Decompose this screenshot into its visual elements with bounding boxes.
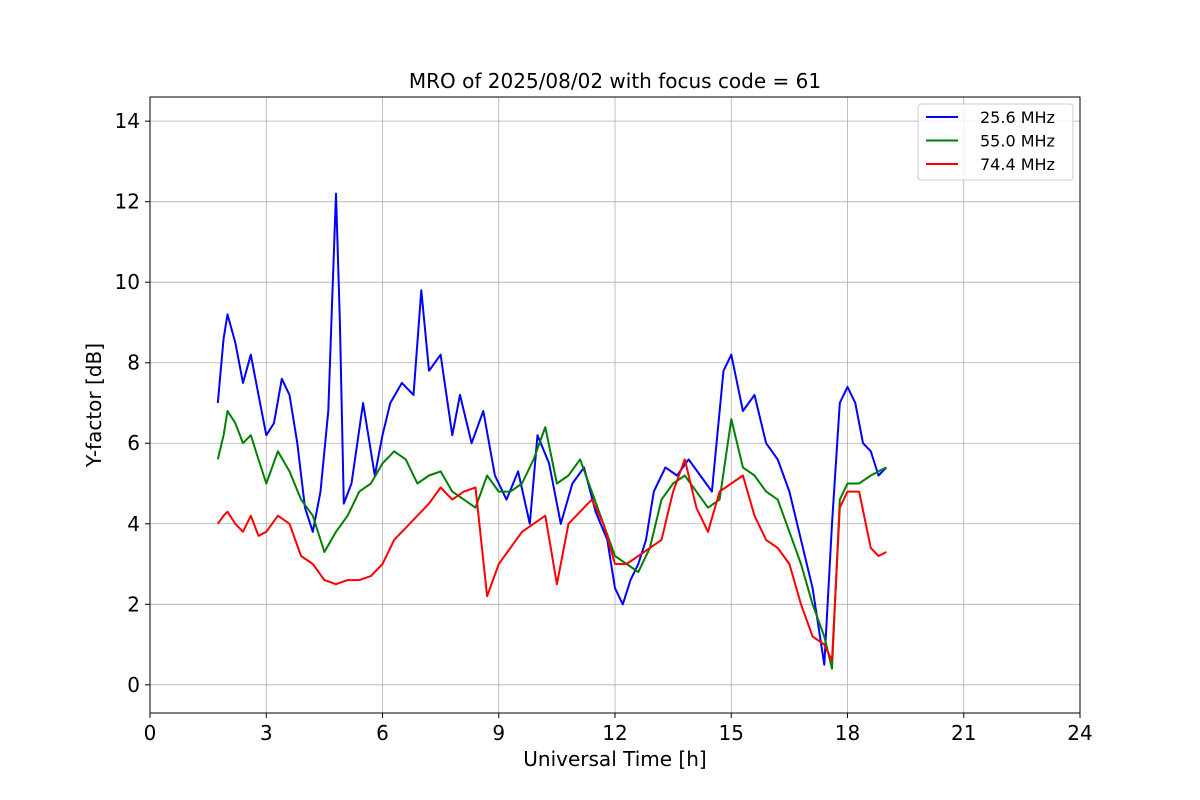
y-tick-label: 12 bbox=[115, 190, 140, 214]
legend-box bbox=[917, 103, 1074, 181]
legend-label: 25.6 MHz bbox=[980, 108, 1055, 127]
x-axis-ticks: 0 3 6 9 12 15 18 21 24 bbox=[144, 713, 1093, 745]
x-tick-label: 12 bbox=[602, 721, 627, 745]
y-axis-ticks: 0 2 4 6 8 10 12 14 bbox=[115, 109, 150, 697]
x-axis-label: Universal Time [h] bbox=[523, 747, 706, 771]
series-line-25-6-mhz bbox=[216, 192, 888, 666]
y-tick-label: 14 bbox=[115, 109, 140, 133]
x-tick-label: 15 bbox=[719, 721, 744, 745]
y-tick-label: 10 bbox=[115, 270, 140, 294]
y-tick-label: 8 bbox=[127, 351, 140, 375]
legend-label: 55.0 MHz bbox=[980, 132, 1055, 151]
plot-series bbox=[216, 192, 888, 670]
x-tick-label: 18 bbox=[835, 721, 860, 745]
y-tick-label: 0 bbox=[127, 673, 140, 697]
x-tick-label: 6 bbox=[376, 721, 389, 745]
legend-label: 74.4 MHz bbox=[980, 155, 1055, 174]
chart-title: MRO of 2025/08/02 with focus code = 61 bbox=[409, 69, 821, 93]
y-axis-label: Y-factor [dB] bbox=[82, 343, 106, 468]
series-line-55-0-mhz bbox=[216, 410, 887, 670]
x-tick-label: 0 bbox=[144, 721, 157, 745]
x-tick-label: 9 bbox=[492, 721, 505, 745]
y-tick-label: 2 bbox=[127, 592, 140, 616]
y-tick-label: 4 bbox=[127, 512, 140, 536]
x-tick-label: 3 bbox=[260, 721, 273, 745]
x-tick-label: 24 bbox=[1067, 721, 1092, 745]
series-line-74-4-mhz bbox=[216, 458, 887, 662]
legend: 25.6 MHz 55.0 MHz 74.4 MHz bbox=[917, 103, 1074, 181]
x-tick-label: 21 bbox=[951, 721, 976, 745]
y-tick-label: 6 bbox=[127, 431, 140, 455]
